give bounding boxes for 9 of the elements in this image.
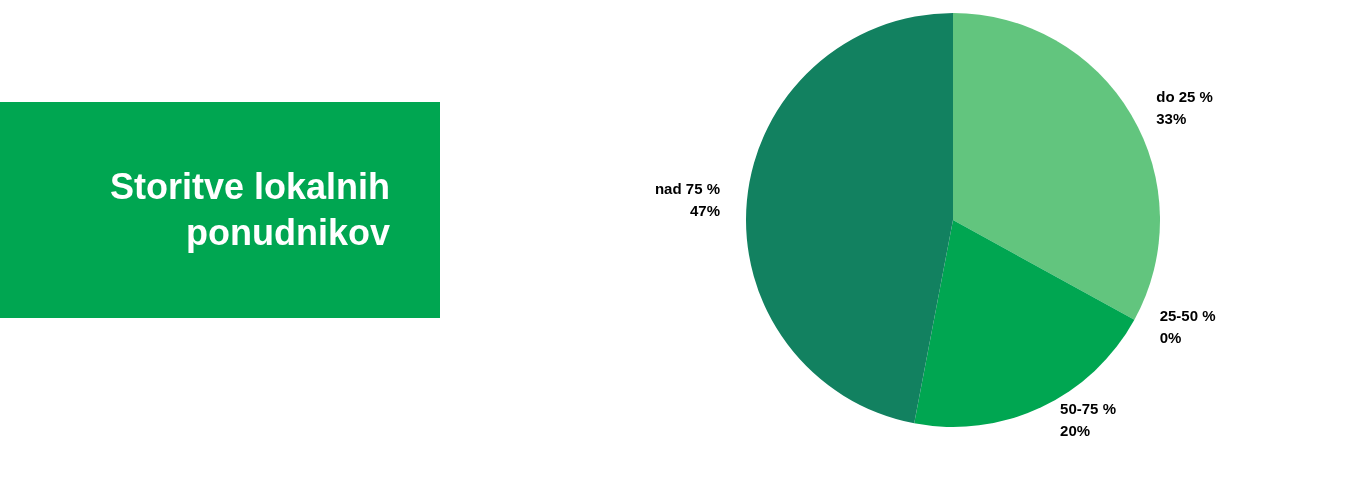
data-label: 33% xyxy=(1156,110,1187,127)
category-label: 25-50 % xyxy=(1159,306,1216,324)
text: Storitve lokalnih ponudnikov xyxy=(109,165,390,253)
slice-label: do 25 % xyxy=(1156,88,1213,105)
slice-label: nad 75 % xyxy=(654,179,720,197)
data-label: 47% xyxy=(689,201,720,219)
data-label: 20% xyxy=(1060,422,1091,440)
slice-label: 50-75 % xyxy=(1060,400,1116,418)
text: 0% xyxy=(1159,328,1182,346)
